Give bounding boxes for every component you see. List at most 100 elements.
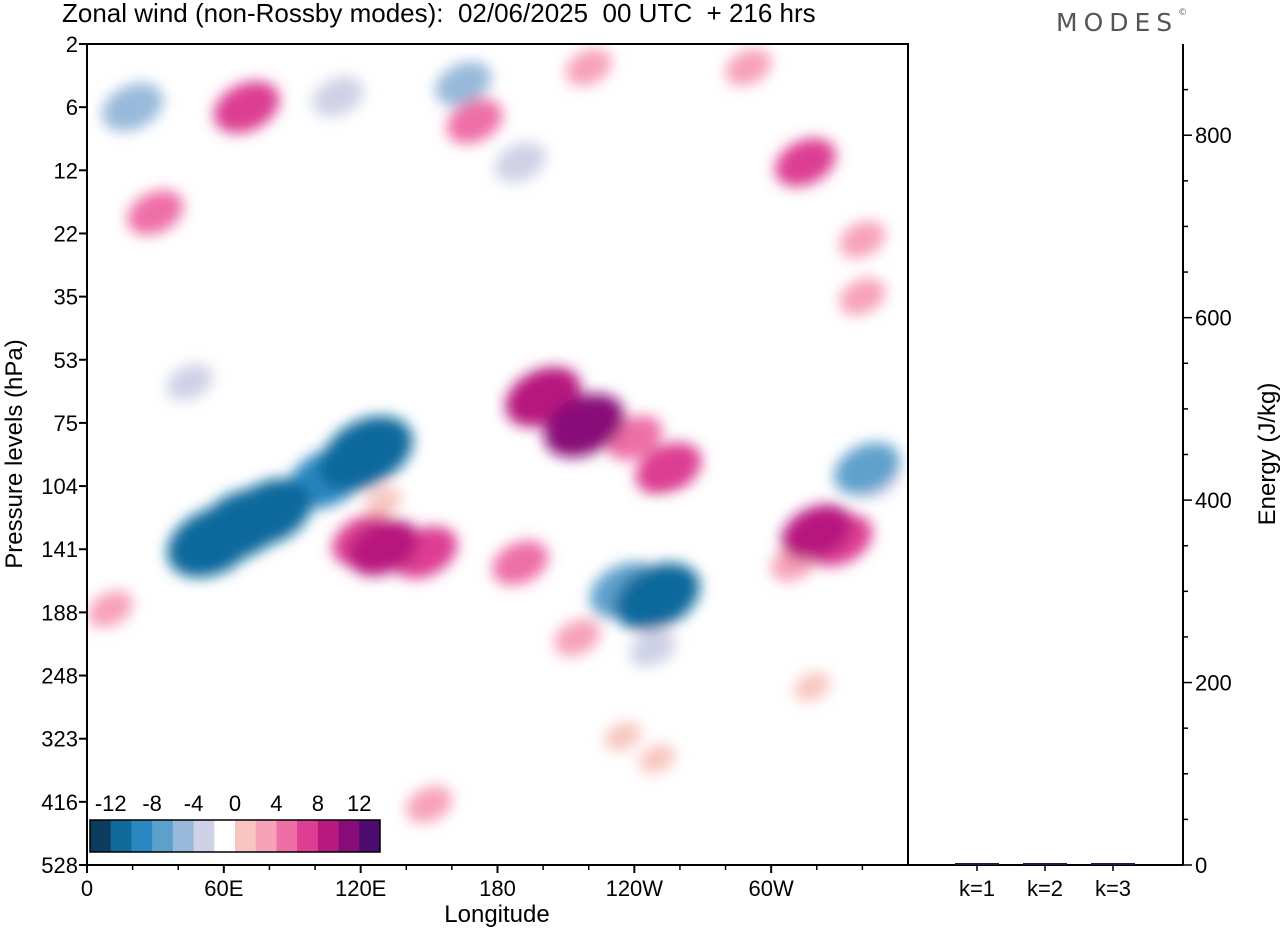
y-tick-label: 141 [41,537,78,562]
x-tick-label: 0 [81,876,93,901]
colorbar-swatch [235,820,257,852]
brand-text: MODES [1056,8,1179,37]
energy-tick-label: 600 [1195,306,1232,331]
y-tick-label: 53 [54,348,78,373]
energy-bar [955,863,999,865]
y-tick-label: 6 [66,95,78,120]
energy-tick-label: 400 [1195,488,1232,513]
wind-feature [774,138,836,187]
x-axis: 0 60E 120E 180 120W 60W [81,865,864,901]
wind-feature [166,363,213,401]
colorbar-swatch [152,820,174,852]
y-tick-label: 416 [41,790,78,815]
wind-feature [839,278,886,316]
wind-feature [793,672,831,702]
energy-axis-label: Energy (J/kg) [1254,383,1280,526]
wind-feature [629,629,676,667]
x-tick-label: 60E [204,876,243,901]
wind-feature [127,190,184,235]
y-tick-label: 248 [41,664,78,689]
energy-bar-chart: 0 200 400 600 800 k=1 k=2 k=3 [907,44,1232,901]
brand-logo: MODES© [1056,8,1187,37]
wind-feature [614,562,700,631]
heatmap [87,48,900,823]
wind-feature [725,48,772,86]
wind-feature [832,594,870,624]
x-tick-label: 180 [479,876,516,901]
colorbar-label: 4 [270,791,282,816]
wind-feature [435,61,492,107]
colorbar-swatch [297,820,319,852]
wind-feature [650,501,687,531]
y-tick-label: 323 [41,727,78,752]
wind-feature [322,415,413,488]
copyright-mark: © [1178,8,1188,18]
colorbar-swatch [90,820,112,852]
colorbar-label: -8 [142,791,162,816]
wind-feature [781,504,853,561]
wind-feature [348,519,419,576]
wind-feature [87,590,133,628]
colorbar-swatch [172,820,195,852]
y-tick-label: 35 [54,285,78,310]
wind-feature [248,300,291,334]
bar-category-label: k=2 [1027,876,1063,901]
colorbar-swatch [214,820,236,852]
wind-feature [312,76,364,118]
y-axis-label: Pressure levels (hPa) [1,339,28,568]
colorbar-swatch [276,820,298,852]
wind-feature [315,689,352,720]
y-tick-label: 104 [41,474,78,499]
y-tick-label: 528 [41,853,78,878]
wind-feature [405,785,453,823]
colorbar-label: 12 [347,791,371,816]
bar-category-label: k=1 [959,876,995,901]
wind-feature [543,393,625,458]
wind-feature [205,218,243,249]
colorbar-swatch [338,820,360,852]
y-tick-label: 2 [66,32,78,57]
wind-feature [213,81,280,134]
colorbar-label: -12 [95,791,127,816]
wind-feature [365,486,402,517]
colorbar: -12 -8 -4 0 4 8 12 [89,791,381,853]
wind-feature [196,488,288,560]
wind-feature [604,721,642,752]
y-axis: 2 6 12 22 35 53 75 104 141 188 248 323 416 528 [41,32,87,878]
energy-bar [1091,863,1135,865]
colorbar-border [89,819,381,853]
energy-bar [1023,863,1067,865]
bar-category-label: k=3 [1095,876,1131,901]
x-tick-label: 120W [606,876,664,901]
colorbar-swatch [255,820,277,852]
wind-feature [102,82,164,132]
energy-tick-label: 200 [1195,671,1232,696]
wind-feature [492,540,549,586]
colorbar-swatch [317,820,340,852]
colorbar-swatch [193,820,215,852]
y-tick-label: 75 [54,411,78,436]
colorbar-label: 8 [312,791,324,816]
x-tick-label: 60W [749,876,794,901]
wind-feature [834,442,900,495]
wind-feature [839,221,886,259]
wind-feature [638,744,676,774]
wind-feature [635,442,702,495]
chart-title: Zonal wind (non-Rossby modes): 02/06/202… [62,0,816,28]
x-axis-label: Longitude [444,901,549,928]
y-tick-label: 188 [41,600,78,625]
y-tick-label: 12 [54,158,78,183]
wind-feature [554,619,601,657]
x-tick-label: 120E [335,876,386,901]
y-tick-label: 22 [54,221,78,246]
colorbar-swatch [110,820,132,852]
wind-feature [494,141,546,183]
wind-feature [446,98,503,144]
energy-tick-label: 800 [1195,123,1232,148]
colorbar-label: -4 [184,791,204,816]
colorbar-swatch [359,820,381,852]
wind-feature [565,48,612,86]
wind-feature [305,598,348,632]
colorbar-swatch [131,820,153,852]
